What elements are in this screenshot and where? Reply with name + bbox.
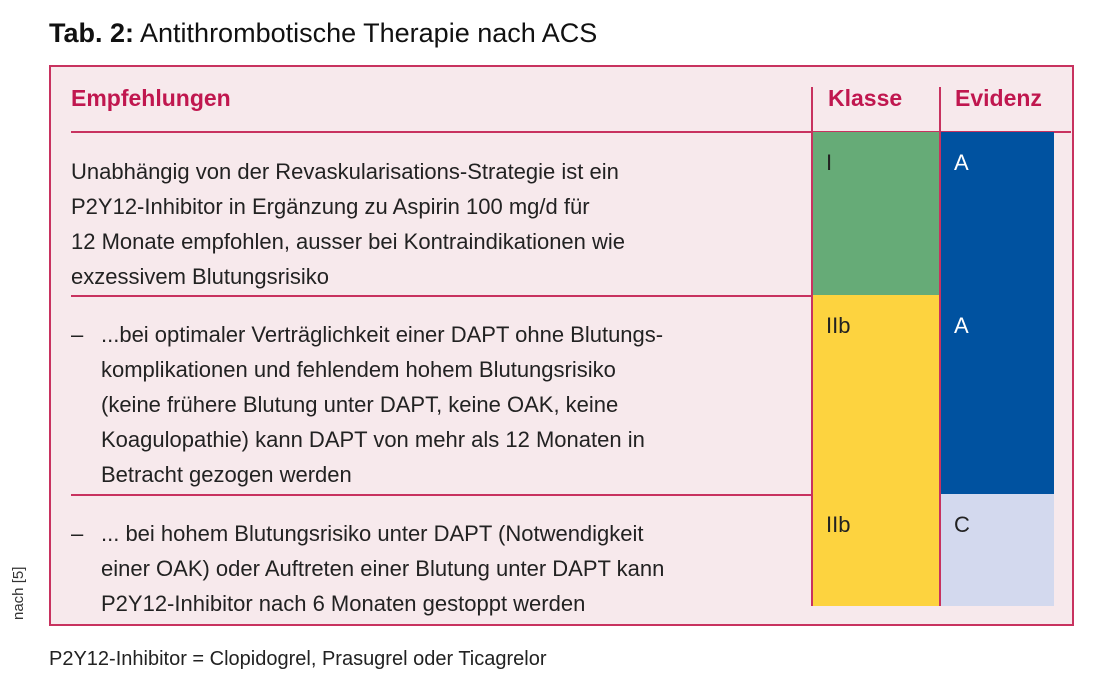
column-divider (939, 494, 941, 606)
bullet-dash: – (71, 521, 84, 546)
recommendation-text: ...bei optimaler Verträglichkeit einer D… (101, 317, 663, 492)
recommendation-table: Empfehlungen Klasse Evidenz Unabhängig v… (49, 65, 1074, 626)
header-klasse: Klasse (828, 85, 903, 111)
column-divider (811, 132, 813, 295)
header-empfehlungen: Empfehlungen (71, 85, 231, 111)
text-line: Unabhängig von der Revaskularisations-St… (71, 159, 619, 184)
text-line: ...bei optimaler Verträglichkeit einer D… (101, 322, 664, 347)
column-divider (811, 494, 813, 606)
text-line: Betracht gezogen werden (101, 462, 352, 487)
text-line: komplikationen und fehlendem hohem Blutu… (101, 357, 616, 382)
table-number: Tab. 2: (49, 18, 135, 48)
footnote: P2Y12-Inhibitor = Clopidogrel, Prasugrel… (49, 648, 547, 670)
table-title-text: Antithrombotische Therapie nach ACS (134, 18, 598, 48)
text-line: 12 Monate empfohlen, ausser bei Kontrain… (71, 229, 626, 254)
header-rule (71, 131, 1071, 133)
column-divider (811, 295, 813, 494)
evidenz-cell: A (940, 295, 1054, 494)
header-divider (939, 87, 941, 132)
header-divider (811, 87, 813, 132)
table-row: Unabhängig von der Revaskularisations-St… (51, 132, 811, 295)
table-row: – ...bei optimaler Verträglichkeit einer … (51, 295, 811, 494)
column-divider (939, 295, 941, 494)
evidenz-cell: A (940, 132, 1054, 295)
text-line: (keine frühere Blutung unter DAPT, keine… (101, 392, 619, 417)
text-line: P2Y12-Inhibitor in Ergänzung zu Aspirin … (71, 194, 590, 219)
column-divider (939, 132, 941, 295)
bullet-dash: – (71, 322, 84, 347)
recommendation-text: ... bei hohem Blutungsrisiko unter DAPT … (101, 516, 664, 621)
evidenz-cell: C (940, 494, 1054, 606)
source-note: nach [5] (10, 566, 27, 620)
klasse-cell: IIb (812, 494, 939, 606)
row-divider (71, 494, 811, 496)
header-evidenz: Evidenz (955, 85, 1042, 111)
row-divider (71, 295, 811, 297)
table-title: Tab. 2: Antithrombotische Therapie nach … (49, 18, 597, 49)
recommendation-text: Unabhängig von der Revaskularisations-St… (71, 154, 625, 294)
table-row: –... bei hohem Blutungsrisiko unter DAPT… (51, 494, 811, 616)
klasse-cell: IIb (812, 295, 939, 494)
text-line: einer OAK) oder Auftreten einer Blutung … (101, 556, 665, 581)
text-line: ... bei hohem Blutungsrisiko unter DAPT … (101, 521, 644, 546)
klasse-cell: I (812, 132, 939, 295)
text-line: P2Y12-Inhibitor nach 6 Monaten gestoppt … (101, 591, 586, 616)
text-line: Koagulopathie) kann DAPT von mehr als 12… (101, 427, 645, 452)
text-line: exzessivem Blutungsrisiko (71, 264, 329, 289)
